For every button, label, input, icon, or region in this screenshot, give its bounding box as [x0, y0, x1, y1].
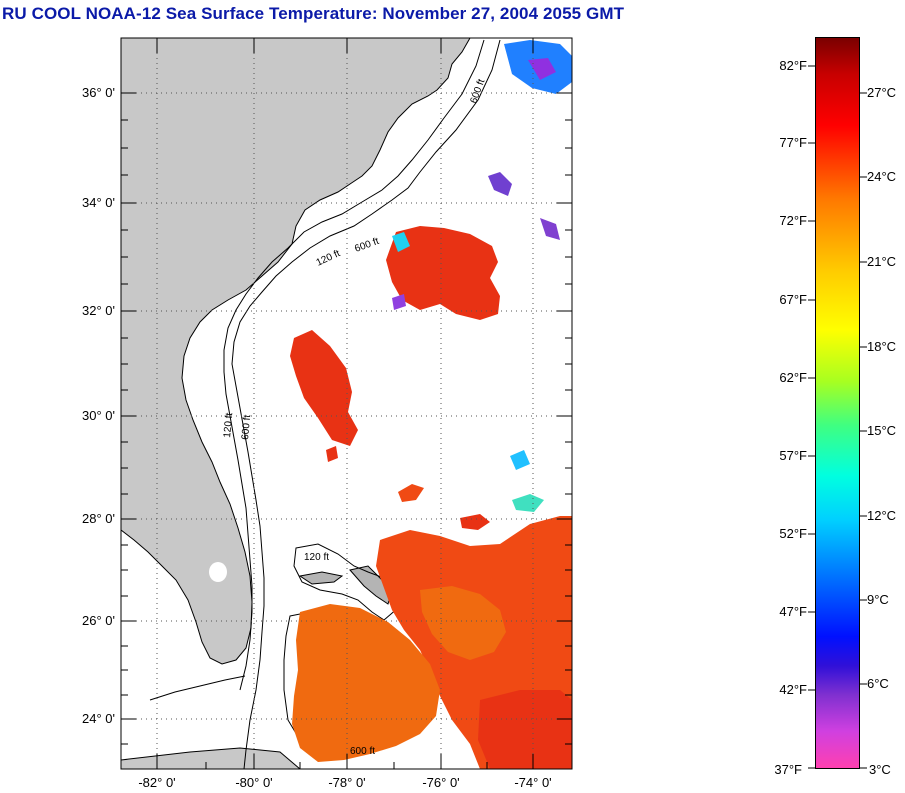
lat-label: 36° 0' — [82, 85, 115, 100]
contour-label: 120 ft — [304, 552, 329, 563]
land-mainland — [121, 38, 471, 665]
temperature-colorbar — [815, 37, 860, 769]
colorbar-f-label: 72°F — [779, 213, 807, 228]
land-cuba — [121, 747, 301, 769]
colorbar-ticks — [808, 65, 867, 769]
lat-label: 24° 0' — [82, 711, 115, 726]
lon-label: -74° 0' — [514, 775, 552, 790]
land-keys — [149, 675, 246, 701]
colorbar-f-label: 62°F — [779, 370, 807, 385]
colorbar-f-label: 57°F — [779, 448, 807, 463]
colorbar-f-label: 52°F — [779, 526, 807, 541]
lat-label: 28° 0' — [82, 511, 115, 526]
colorbar-c-label: 24°C — [867, 169, 897, 184]
colorbar-c-label: 18°C — [867, 339, 897, 354]
colorbar-f-label: 42°F — [779, 682, 807, 697]
colorbar-c-label: 6°C — [867, 676, 889, 691]
contour-label: 600 ft — [240, 414, 253, 440]
graticule — [121, 38, 572, 769]
colorbar-c-label: 3°C — [869, 762, 891, 777]
axis-ticks — [121, 38, 572, 769]
lon-label: -76° 0' — [422, 775, 460, 790]
colorbar-c-label: 15°C — [867, 423, 897, 438]
lat-label: 30° 0' — [82, 408, 115, 423]
colorbar-f-label: 37°F — [774, 762, 802, 777]
lat-label: 32° 0' — [82, 303, 115, 318]
land-grand-bahama — [298, 571, 344, 585]
sst-cool-patches — [392, 40, 572, 512]
colorbar-c-label: 9°C — [867, 592, 889, 607]
lon-label: -78° 0' — [328, 775, 366, 790]
colorbar-c-label: 21°C — [867, 254, 897, 269]
lon-label: -82° 0' — [138, 775, 176, 790]
colorbar-f-label: 82°F — [779, 58, 807, 73]
colorbar-f-label: 67°F — [779, 292, 807, 307]
lat-label: 34° 0' — [82, 195, 115, 210]
colorbar-c-label: 27°C — [867, 85, 897, 100]
lat-label: 26° 0' — [82, 613, 115, 628]
lake-okeechobee — [209, 562, 227, 582]
sst-patches — [290, 226, 572, 769]
lon-label: -80° 0' — [235, 775, 273, 790]
map-title: RU COOL NOAA-12 Sea Surface Temperature:… — [2, 4, 625, 23]
colorbar-f-label: 77°F — [779, 135, 807, 150]
colorbar-c-label: 12°C — [867, 508, 897, 523]
colorbar-f-label: 47°F — [779, 604, 807, 619]
contour-label: 120 ft — [222, 412, 235, 438]
contour-label: 600 ft — [350, 746, 375, 757]
